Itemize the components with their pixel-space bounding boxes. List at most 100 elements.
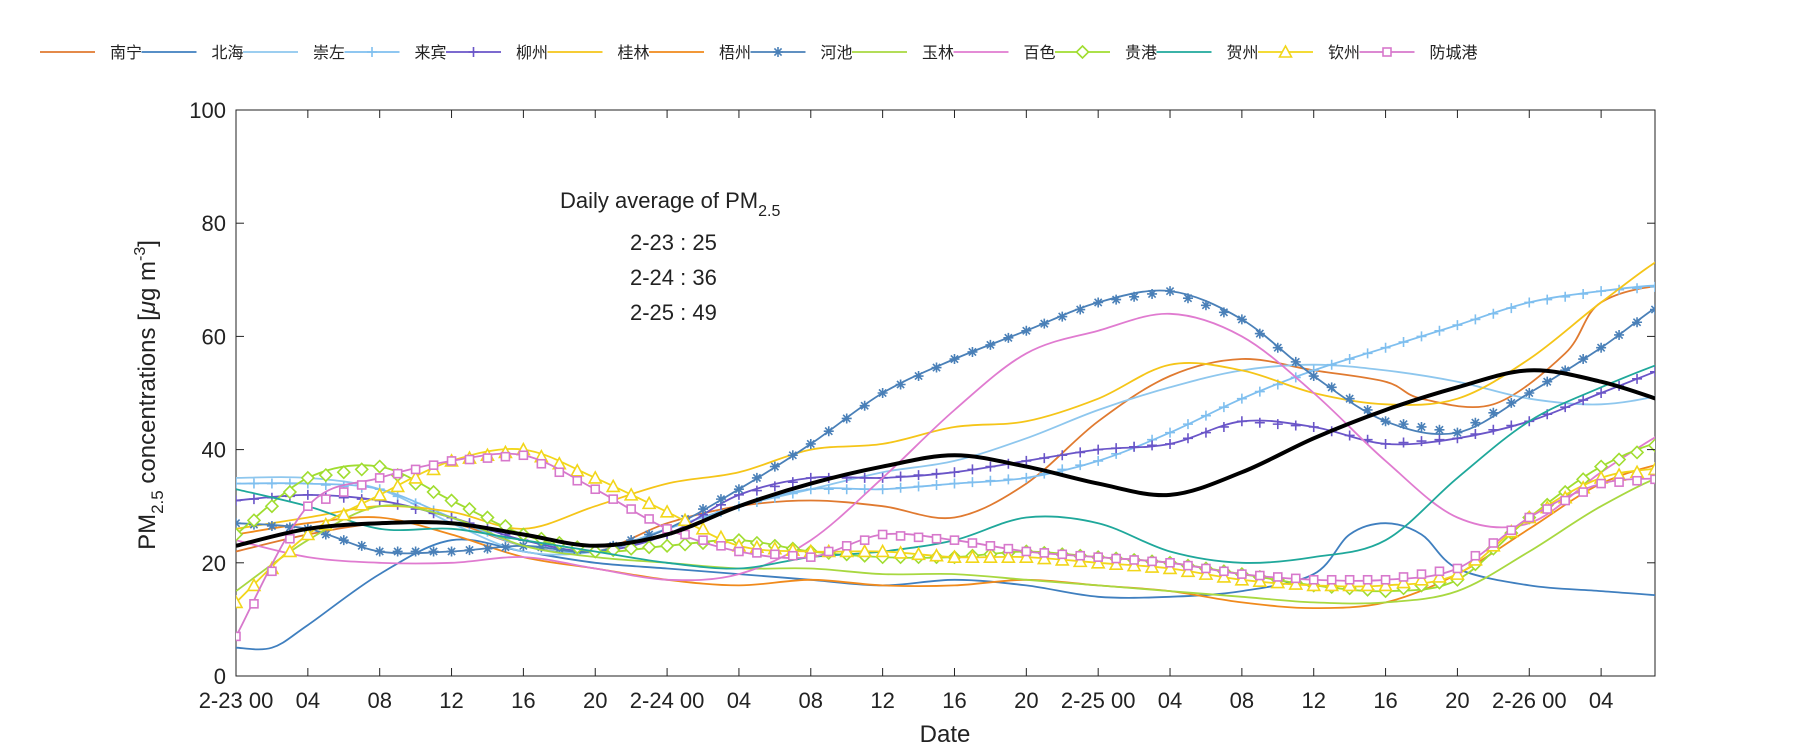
series-point <box>500 451 511 462</box>
series-point <box>967 346 978 357</box>
series-point <box>1216 569 1232 583</box>
series-point <box>1237 569 1247 579</box>
legend-item: 来宾 <box>344 43 447 62</box>
x-tick-label: 08 <box>367 688 391 713</box>
plot-frame <box>235 109 1656 677</box>
series-point <box>246 577 262 592</box>
series-point <box>1075 304 1086 315</box>
series-point <box>318 467 333 483</box>
series-point <box>1470 550 1481 561</box>
series-line <box>236 312 1655 582</box>
series-point <box>1308 574 1319 585</box>
series-point <box>1614 329 1625 340</box>
series-9 <box>236 477 1655 605</box>
series-point <box>769 481 780 492</box>
series-point <box>805 484 816 495</box>
series-point <box>356 480 367 490</box>
series-point <box>1578 354 1589 365</box>
series-point <box>1290 356 1301 367</box>
series-point <box>1255 570 1265 581</box>
series-point <box>823 426 834 437</box>
series-point <box>1362 404 1373 415</box>
series-point <box>1288 576 1304 590</box>
series-point <box>480 510 495 525</box>
series-point <box>605 478 621 493</box>
series-point <box>1093 552 1103 562</box>
series-point <box>985 461 996 472</box>
series-point <box>877 388 888 398</box>
series-point <box>913 371 924 382</box>
x-tick-label: 04 <box>296 688 320 713</box>
series-point <box>428 460 439 470</box>
annotation-line-1: 2-23 : 25 <box>630 230 717 255</box>
series-point <box>1542 504 1553 514</box>
series-point <box>949 478 960 489</box>
series-point <box>1200 427 1211 438</box>
series-point <box>1236 416 1247 427</box>
series-point <box>1182 433 1193 444</box>
series-line <box>236 368 1655 548</box>
series-point <box>354 497 370 511</box>
legend-item: 河池 <box>750 43 853 62</box>
series-point <box>1254 386 1265 397</box>
series-point <box>949 467 960 478</box>
legend-label: 贺州 <box>1227 43 1259 62</box>
x-tick-label: 2-24 00 <box>630 688 705 713</box>
series-point <box>859 400 870 411</box>
series-point <box>236 518 241 529</box>
series-point <box>1129 441 1140 452</box>
series-point <box>446 546 457 557</box>
y-tick-label: 60 <box>202 324 226 349</box>
series-point <box>236 594 244 609</box>
series-15 <box>236 368 1655 548</box>
series-point <box>1380 438 1391 449</box>
annotation-heading: Daily average of PM2.5 <box>560 188 780 220</box>
series-point <box>1632 317 1643 328</box>
series-point <box>1632 283 1643 294</box>
series-point <box>913 481 924 492</box>
y-axis-title: PM2.5 concentrations [μg m-3] <box>132 240 167 550</box>
series-point <box>1183 560 1193 571</box>
series-point <box>1614 477 1624 487</box>
series-point <box>931 479 942 490</box>
series-point <box>787 450 798 461</box>
series-point <box>1452 427 1463 438</box>
series-point <box>929 548 944 562</box>
series-point <box>390 478 406 493</box>
x-tick-label: 08 <box>1230 688 1254 713</box>
series-line <box>236 289 1655 555</box>
series-point <box>1596 478 1606 489</box>
legend-label: 防城港 <box>1430 43 1478 62</box>
series-point <box>1201 563 1211 574</box>
series-point <box>300 470 315 486</box>
legend-marker <box>468 47 479 57</box>
series-line <box>236 477 1655 605</box>
series-point <box>1057 549 1068 560</box>
series-point <box>641 540 657 555</box>
series-point <box>1452 563 1463 574</box>
y-tick-label: 100 <box>189 98 226 123</box>
x-tick-label: 16 <box>1373 688 1397 713</box>
legend-item: 崇左 <box>243 43 345 62</box>
series-point <box>426 484 441 500</box>
series-point <box>1093 297 1104 308</box>
series-point <box>1111 553 1121 564</box>
series-point <box>641 495 657 510</box>
series-point <box>1218 307 1229 318</box>
series-6 <box>236 261 1655 530</box>
series-point <box>518 450 529 461</box>
series-point <box>1182 293 1193 304</box>
legend-item: 北海 <box>141 43 244 62</box>
series-point <box>392 468 403 479</box>
series-point <box>285 533 295 544</box>
series-point <box>1111 443 1122 454</box>
series-point <box>587 470 603 484</box>
series-point <box>1147 288 1158 299</box>
series-point <box>1578 487 1588 497</box>
x-tick-label: 20 <box>1445 688 1469 713</box>
series-point <box>1398 572 1409 582</box>
y-tick-label: 40 <box>202 438 226 463</box>
series-point <box>482 453 493 463</box>
series-point <box>1111 294 1122 305</box>
series-point <box>985 475 996 486</box>
